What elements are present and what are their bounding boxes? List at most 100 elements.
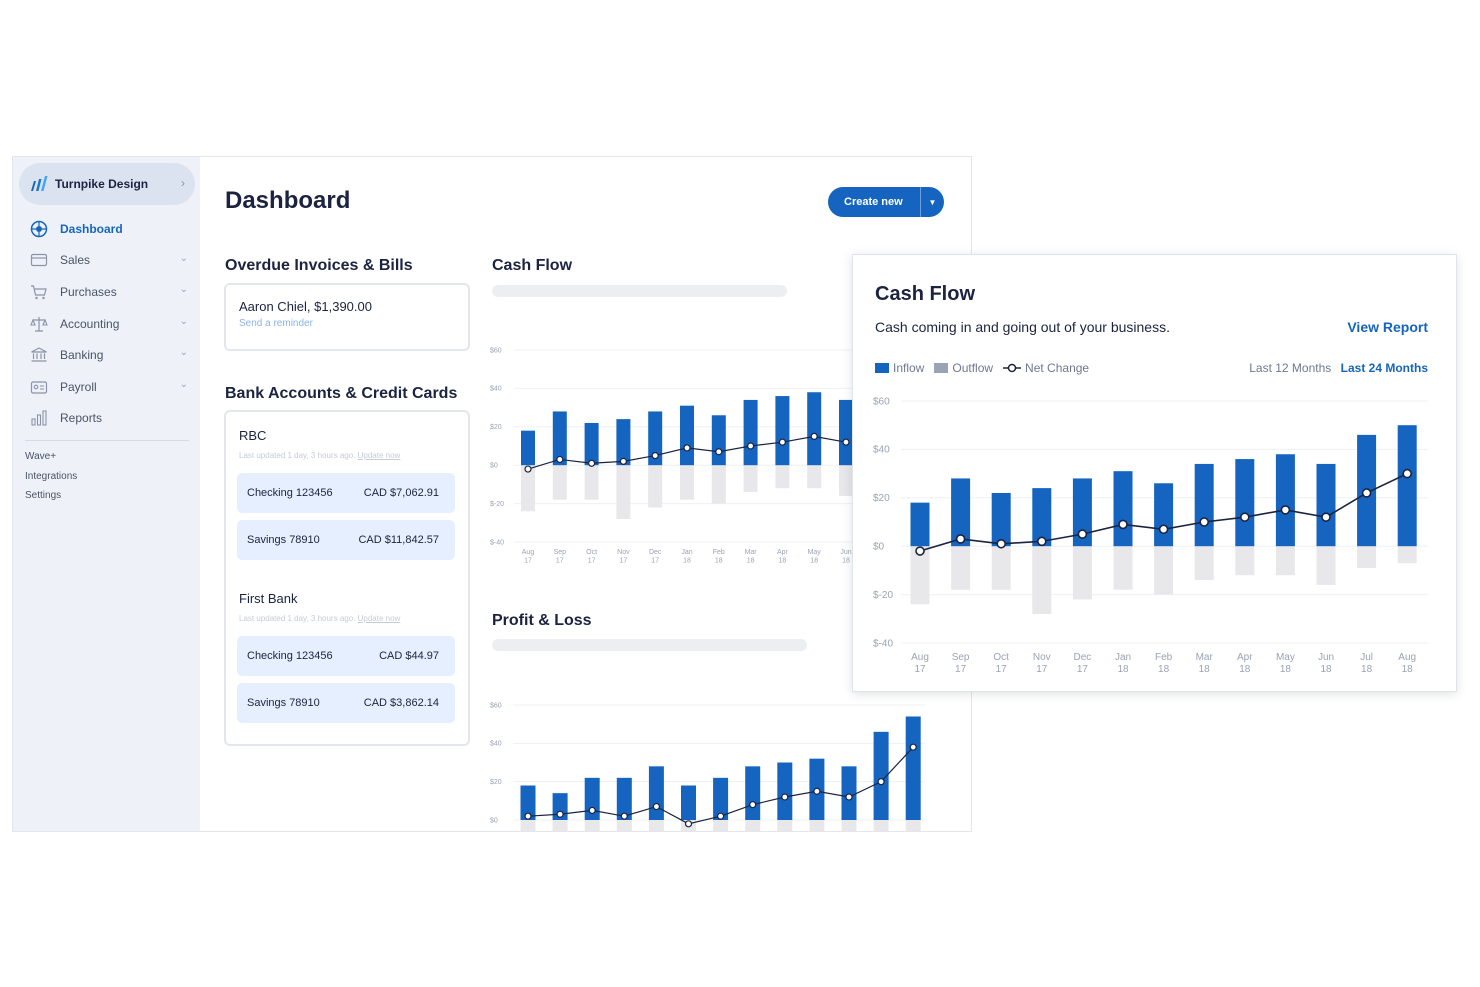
net-change-point: [842, 438, 850, 446]
inflow-bar: [910, 502, 930, 547]
net-change-point: [1361, 488, 1372, 498]
outflow-bar: [521, 465, 535, 512]
bank-last-updated: Last updated 1 day, 3 hours ago. Update …: [239, 614, 400, 623]
legend-inflow: Inflow: [875, 361, 924, 375]
inflow-bar: [1275, 454, 1295, 547]
net-change-point: [588, 806, 596, 815]
update-now-link[interactable]: Update now: [357, 614, 401, 623]
loading-placeholder: [492, 639, 807, 651]
outflow-bar: [1357, 546, 1377, 568]
y-tick-label: $-40: [873, 638, 893, 649]
outflow-bar: [1316, 546, 1336, 585]
outflow-bar: [552, 465, 567, 500]
sidebar-item-banking[interactable]: Banking ⌄: [13, 339, 200, 371]
pnl-section-title: Profit & Loss: [492, 612, 592, 629]
legend-label: Outflow: [952, 361, 994, 375]
net-change-point: [778, 438, 786, 446]
x-tick-label-year: 18: [715, 557, 723, 564]
send-reminder-link[interactable]: Send a reminder: [239, 318, 313, 329]
account-balance: CAD $44.97: [379, 650, 439, 662]
net-change-point: [810, 432, 818, 441]
y-tick-label: $-20: [490, 501, 504, 508]
sidebar-item-dashboard[interactable]: Dashboard: [13, 213, 200, 245]
inflow-bar: [1072, 478, 1092, 547]
account-row[interactable]: Savings 78910 CAD $11,842.57: [237, 520, 455, 560]
inflow-bar: [841, 766, 857, 820]
outflow-bar: [1235, 546, 1255, 576]
outflow-bar: [777, 820, 793, 831]
x-tick-label: Oct: [993, 652, 1009, 663]
business-switcher[interactable]: Turnpike Design ›: [19, 163, 195, 205]
outflow-bar: [991, 546, 1011, 590]
range-option-24[interactable]: Last 24 Months: [1340, 361, 1428, 375]
account-name: Savings 78910: [247, 534, 320, 546]
x-tick-label: Nov: [1033, 652, 1051, 663]
net-change-point: [909, 743, 917, 751]
account-row[interactable]: Savings 78910 CAD $3,862.14: [237, 683, 455, 723]
create-new-button[interactable]: Create new ▼: [828, 187, 944, 217]
account-name: Checking 123456: [247, 487, 333, 499]
sidebar-link-settings[interactable]: Settings: [25, 490, 62, 502]
sidebar-item-purchases[interactable]: Purchases ⌄: [13, 276, 200, 308]
cashflow-chart-small: $60$40$20$0$-20$-40Aug17Sep17Oct17Nov17D…: [490, 347, 875, 564]
sidebar-link-wave-plus[interactable]: Wave+: [25, 451, 57, 463]
outflow-bar: [775, 465, 790, 489]
sidebar-item-accounting[interactable]: Accounting ⌄: [13, 308, 200, 340]
range-selector: Last 12 Months Last 24 Months: [1249, 361, 1428, 375]
inflow-bar: [1154, 483, 1174, 547]
x-tick-label: Apr: [777, 549, 789, 556]
outflow-bar: [1113, 546, 1133, 590]
x-tick-label-year: 18: [683, 557, 691, 564]
y-tick-label: $0: [490, 817, 498, 824]
account-name: Savings 78910: [247, 697, 320, 709]
inflow-bar: [873, 731, 889, 820]
pnl-chart-small: $60 $40 $20 $0: [490, 702, 925, 831]
net-change-point: [955, 534, 966, 544]
x-tick-label-year: 17: [914, 664, 926, 675]
range-option-12[interactable]: Last 12 Months: [1249, 361, 1332, 375]
inflow-bar: [745, 766, 761, 820]
x-tick-label: Feb: [1155, 652, 1173, 663]
x-tick-label-year: 17: [556, 557, 564, 564]
cashflow-chart-large: $60$40$20$0$-20$-40Aug17Sep17Oct17Nov17D…: [873, 396, 1428, 675]
account-row[interactable]: Checking 123456 CAD $44.97: [237, 636, 455, 676]
sidebar-item-reports[interactable]: Reports: [13, 403, 200, 435]
update-now-link[interactable]: Update now: [357, 451, 401, 460]
sidebar-item-sales[interactable]: Sales ⌄: [13, 245, 200, 277]
net-change-marker-icon: [1003, 363, 1022, 373]
sidebar-secondary-links: Wave+ Integrations Settings: [13, 447, 200, 506]
x-tick-label: Aug: [522, 549, 535, 556]
inflow-bar: [521, 430, 535, 466]
button-divider: [920, 187, 921, 217]
legend-label: Inflow: [893, 361, 925, 375]
inflow-bar: [648, 411, 663, 466]
bank-last-updated: Last updated 1 day, 3 hours ago. Update …: [239, 451, 400, 460]
cart-icon: [30, 283, 48, 301]
x-tick-label-year: 18: [1402, 664, 1414, 675]
account-row[interactable]: Checking 123456 CAD $7,062.91: [237, 473, 455, 513]
loading-placeholder: [492, 285, 787, 297]
page-title: Dashboard: [225, 187, 351, 214]
view-report-link[interactable]: View Report: [1347, 319, 1428, 335]
outflow-bar: [839, 465, 853, 496]
outflow-bar: [1032, 546, 1052, 614]
main-content: Dashboard Create new ▼ Overdue Invoices …: [200, 157, 971, 831]
bank-name: First Bank: [239, 591, 298, 606]
inflow-bar: [807, 392, 822, 466]
x-tick-label-year: 18: [1239, 664, 1251, 675]
x-tick-label: Dec: [649, 549, 662, 556]
chevron-down-icon: ⌄: [179, 347, 188, 359]
y-tick-label: $40: [873, 445, 890, 456]
sidebar-link-integrations[interactable]: Integrations: [25, 470, 78, 482]
y-tick-label: $60: [873, 396, 890, 407]
caret-down-icon[interactable]: ▼: [928, 197, 937, 207]
outflow-bar: [809, 820, 825, 831]
inflow-bar: [520, 785, 536, 820]
inflow-bar: [1032, 488, 1052, 547]
x-tick-label: Feb: [713, 549, 725, 556]
x-tick-label-year: 17: [996, 664, 1008, 675]
net-change-point: [781, 793, 789, 801]
sidebar-item-payroll[interactable]: Payroll ⌄: [13, 371, 200, 403]
inflow-bar: [991, 492, 1011, 547]
inflow-bar: [1397, 425, 1417, 547]
